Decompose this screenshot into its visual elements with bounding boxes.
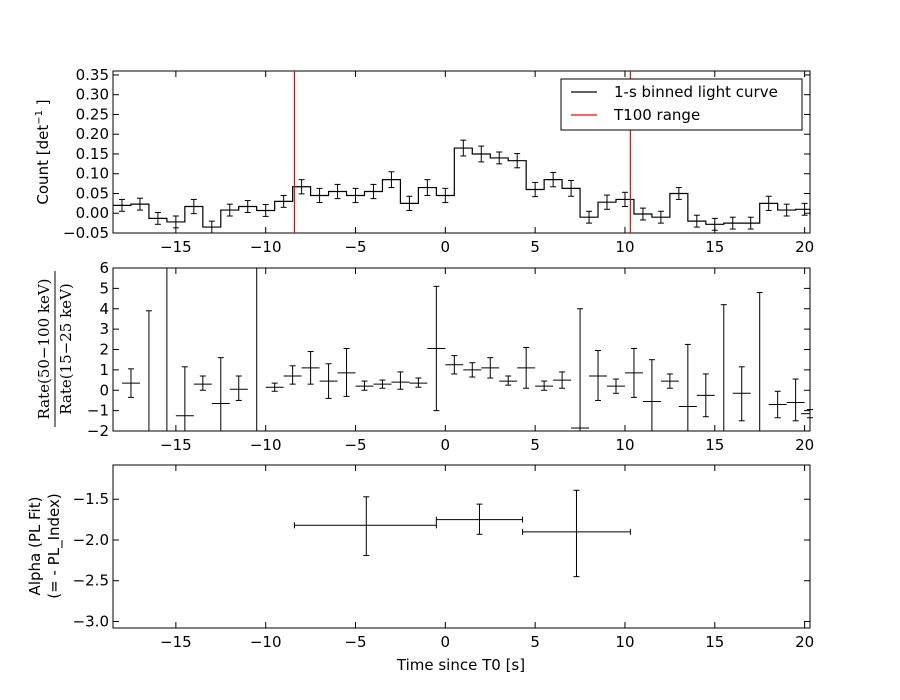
alpha-y-label: Alpha (PL Fit) (= - PL_Index) xyxy=(26,493,64,598)
light-curve-x-tick-label: 5 xyxy=(530,238,540,256)
hardness-ratio-y-tick-label: 2 xyxy=(99,341,109,359)
light-curve-axes: −15 −10 −5 0 5 10 15 20 −0.05 0.00 0.050.10 0.15 0.2… xyxy=(63,66,814,256)
hardness-ratio-y-tick-label: −2 xyxy=(87,422,109,440)
light-curve-y-tick-label: 0.35 xyxy=(76,66,109,84)
light-curve-x-tick-label: 20 xyxy=(795,238,814,256)
light-curve-line xyxy=(113,147,811,228)
hardness-ratio-y-tick-label: 3 xyxy=(99,320,109,338)
alpha-x-tick-label: 5 xyxy=(530,633,540,651)
hardness-ratio-y-tick-label: 6 xyxy=(99,259,109,277)
alpha-x-tick-label: −5 xyxy=(344,633,366,651)
legend: 1-s binned light curve T100 range xyxy=(560,78,803,131)
alpha-points xyxy=(293,489,631,578)
light-curve-y-tick-label: 0.10 xyxy=(76,165,109,183)
hardness-ratio-x-tick-label: 5 xyxy=(530,436,540,454)
light-curve-y-tick-label: 0.05 xyxy=(76,184,109,202)
hardness-ratio-x-tick-label: −5 xyxy=(344,436,366,454)
legend-label-t100: T100 range xyxy=(613,106,700,124)
light-curve-x-tick-label: −15 xyxy=(160,238,192,256)
hardness-ratio-x-tick-label: −15 xyxy=(160,436,192,454)
alpha-x-tick-label: 15 xyxy=(705,633,724,651)
light-curve-y-tick-label: −0.05 xyxy=(63,224,109,242)
x-axis-label: Time since T0 [s] xyxy=(396,656,525,674)
light-curve-y-tick-label: 0.20 xyxy=(76,125,109,143)
light-curve-y-label: Count [det−1 ] xyxy=(34,99,52,204)
alpha-x-tick-label: −15 xyxy=(160,633,192,651)
alpha-y-tick-label: −2.5 xyxy=(73,572,109,590)
alpha-x-tick-label: 0 xyxy=(441,633,451,651)
light-curve-series xyxy=(113,139,811,234)
hardness-ratio-y-tick-label: 1 xyxy=(99,361,109,379)
hardness-ratio-x-tick-label: 0 xyxy=(441,436,451,454)
alpha-axes: −15 −10 −5 0 5 10 15 20 −3.0 −2.5 −2.0 −1.5 xyxy=(73,465,814,651)
alpha-y-tick-label: −2.0 xyxy=(73,531,109,549)
light-curve-x-tick-label: 10 xyxy=(615,238,634,256)
light-curve-y-tick-label: 0.00 xyxy=(76,204,109,222)
alpha-x-tick-label: −10 xyxy=(250,633,282,651)
legend-box xyxy=(560,78,803,131)
hardness-ratio-points xyxy=(121,268,813,431)
light-curve-y-tick-label: 0.25 xyxy=(76,105,109,123)
hardness-ratio-x-tick-label: 10 xyxy=(615,436,634,454)
legend-label-light-curve: 1-s binned light curve xyxy=(614,83,778,101)
light-curve-x-tick-label: −5 xyxy=(344,238,366,256)
hardness-ratio-denominator: Rate(15−25 keV) xyxy=(57,283,75,415)
light-curve-panel: −15 −10 −5 0 5 10 15 20 −0.05 0.00 0.050.10 0.15 0.2… xyxy=(34,66,814,256)
alpha-y-label-line2: (= - PL_Index) xyxy=(45,493,64,598)
hardness-ratio-x-tick-label: 20 xyxy=(795,436,814,454)
alpha-y-tick-label: −1.5 xyxy=(73,490,109,508)
hardness-ratio-y-tick-label: 5 xyxy=(99,279,109,297)
alpha-panel: −15 −10 −5 0 5 10 15 20 −3.0 −2.5 −2.0 −1.5 Alpha (… xyxy=(26,464,814,674)
alpha-y-tick-label: −3.0 xyxy=(73,612,109,630)
hardness-ratio-numerator: Rate(50−100 keV) xyxy=(35,278,53,419)
hardness-ratio-x-tick-label: 15 xyxy=(705,436,724,454)
light-curve-y-tick-label: 0.15 xyxy=(76,145,109,163)
hardness-ratio-y-tick-label: 4 xyxy=(99,300,109,318)
hardness-ratio-y-tick-label: 0 xyxy=(99,381,109,399)
light-curve-y-tick-label: 0.30 xyxy=(76,86,109,104)
alpha-x-tick-label: 10 xyxy=(615,633,634,651)
light-curve-x-tick-label: 15 xyxy=(705,238,724,256)
hardness-ratio-y-label: Rate(50−100 keV) Rate(15−25 keV) xyxy=(35,271,75,427)
hardness-ratio-y-tick-label: −1 xyxy=(87,402,109,420)
hardness-ratio-x-tick-label: −10 xyxy=(250,436,282,454)
alpha-x-tick-label: 20 xyxy=(795,633,814,651)
alpha-y-label-line1: Alpha (PL Fit) xyxy=(26,497,44,596)
light-curve-frame xyxy=(112,70,811,234)
alpha-frame xyxy=(112,464,811,629)
light-curve-x-tick-label: 0 xyxy=(441,238,451,256)
light-curve-x-tick-label: −10 xyxy=(250,238,282,256)
